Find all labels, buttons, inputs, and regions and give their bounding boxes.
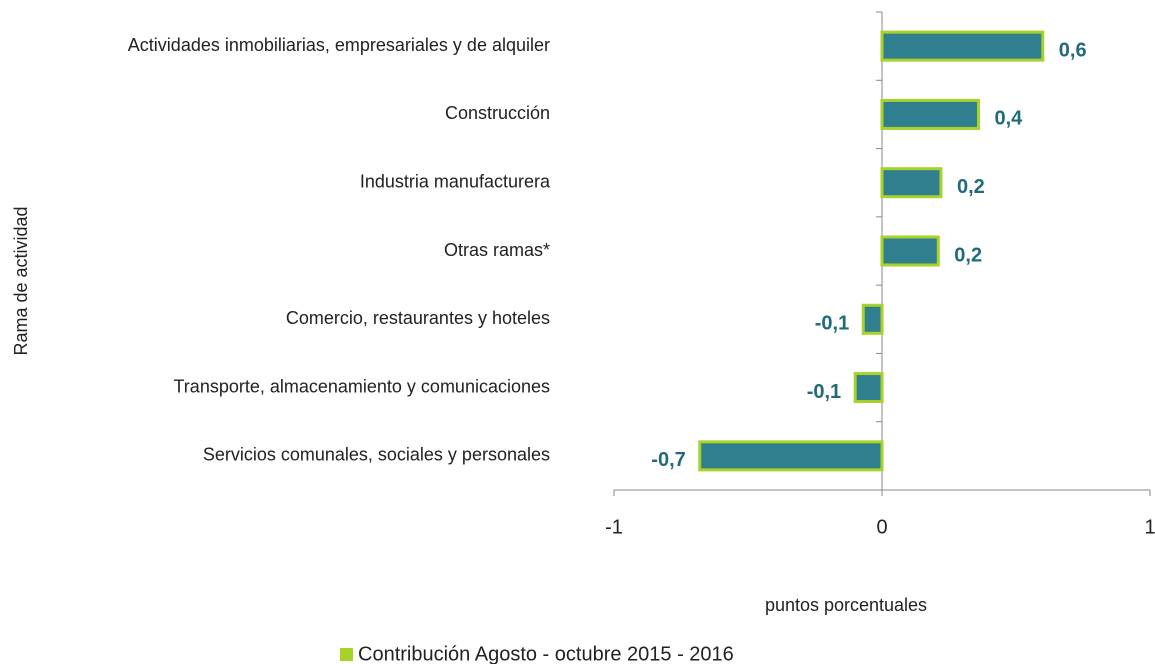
value-label: -0,7 [651,449,685,471]
value-label: 0,4 [994,108,1023,130]
category-label: Industria manufacturera [360,171,551,191]
bar [880,167,943,199]
x-tick-label: 0 [876,516,887,538]
category-label: Construcción [445,103,550,123]
y-axis-title: Rama de actividad [11,206,31,355]
bar [880,30,1045,62]
x-tick-label: 1 [1144,516,1155,538]
bar [698,440,884,472]
category-label: Comercio, restaurantes y hoteles [286,308,550,328]
legend-label: Contribución Agosto - octubre 2015 - 201… [358,643,734,664]
value-label: 0,2 [957,176,985,198]
value-label: 0,2 [954,244,982,266]
category-label: Actividades inmobiliarias, empresariales… [128,35,550,55]
category-label: Otras ramas* [444,240,550,260]
x-tick-label: -1 [605,516,623,538]
value-label: -0,1 [815,313,849,335]
category-label: Transporte, almacenamiento y comunicacio… [173,376,550,396]
value-label: -0,1 [807,381,841,403]
bar [853,372,884,404]
bar [861,303,884,335]
category-label: Servicios comunales, sociales y personal… [203,445,550,465]
bar [880,98,980,130]
value-label: 0,6 [1059,39,1087,61]
bar [880,235,940,267]
legend-swatch [340,648,353,661]
x-axis-title: puntos porcentuales [765,595,927,615]
